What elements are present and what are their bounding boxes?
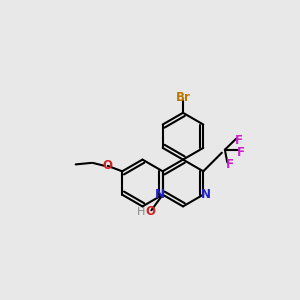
Text: F: F <box>226 158 234 171</box>
Text: H: H <box>136 207 145 217</box>
Text: O: O <box>146 205 155 218</box>
Text: Br: Br <box>176 91 190 104</box>
Text: O: O <box>103 159 113 172</box>
Text: F: F <box>235 134 243 147</box>
Text: F: F <box>237 146 245 159</box>
Text: N: N <box>201 188 211 201</box>
Text: N: N <box>155 188 165 201</box>
